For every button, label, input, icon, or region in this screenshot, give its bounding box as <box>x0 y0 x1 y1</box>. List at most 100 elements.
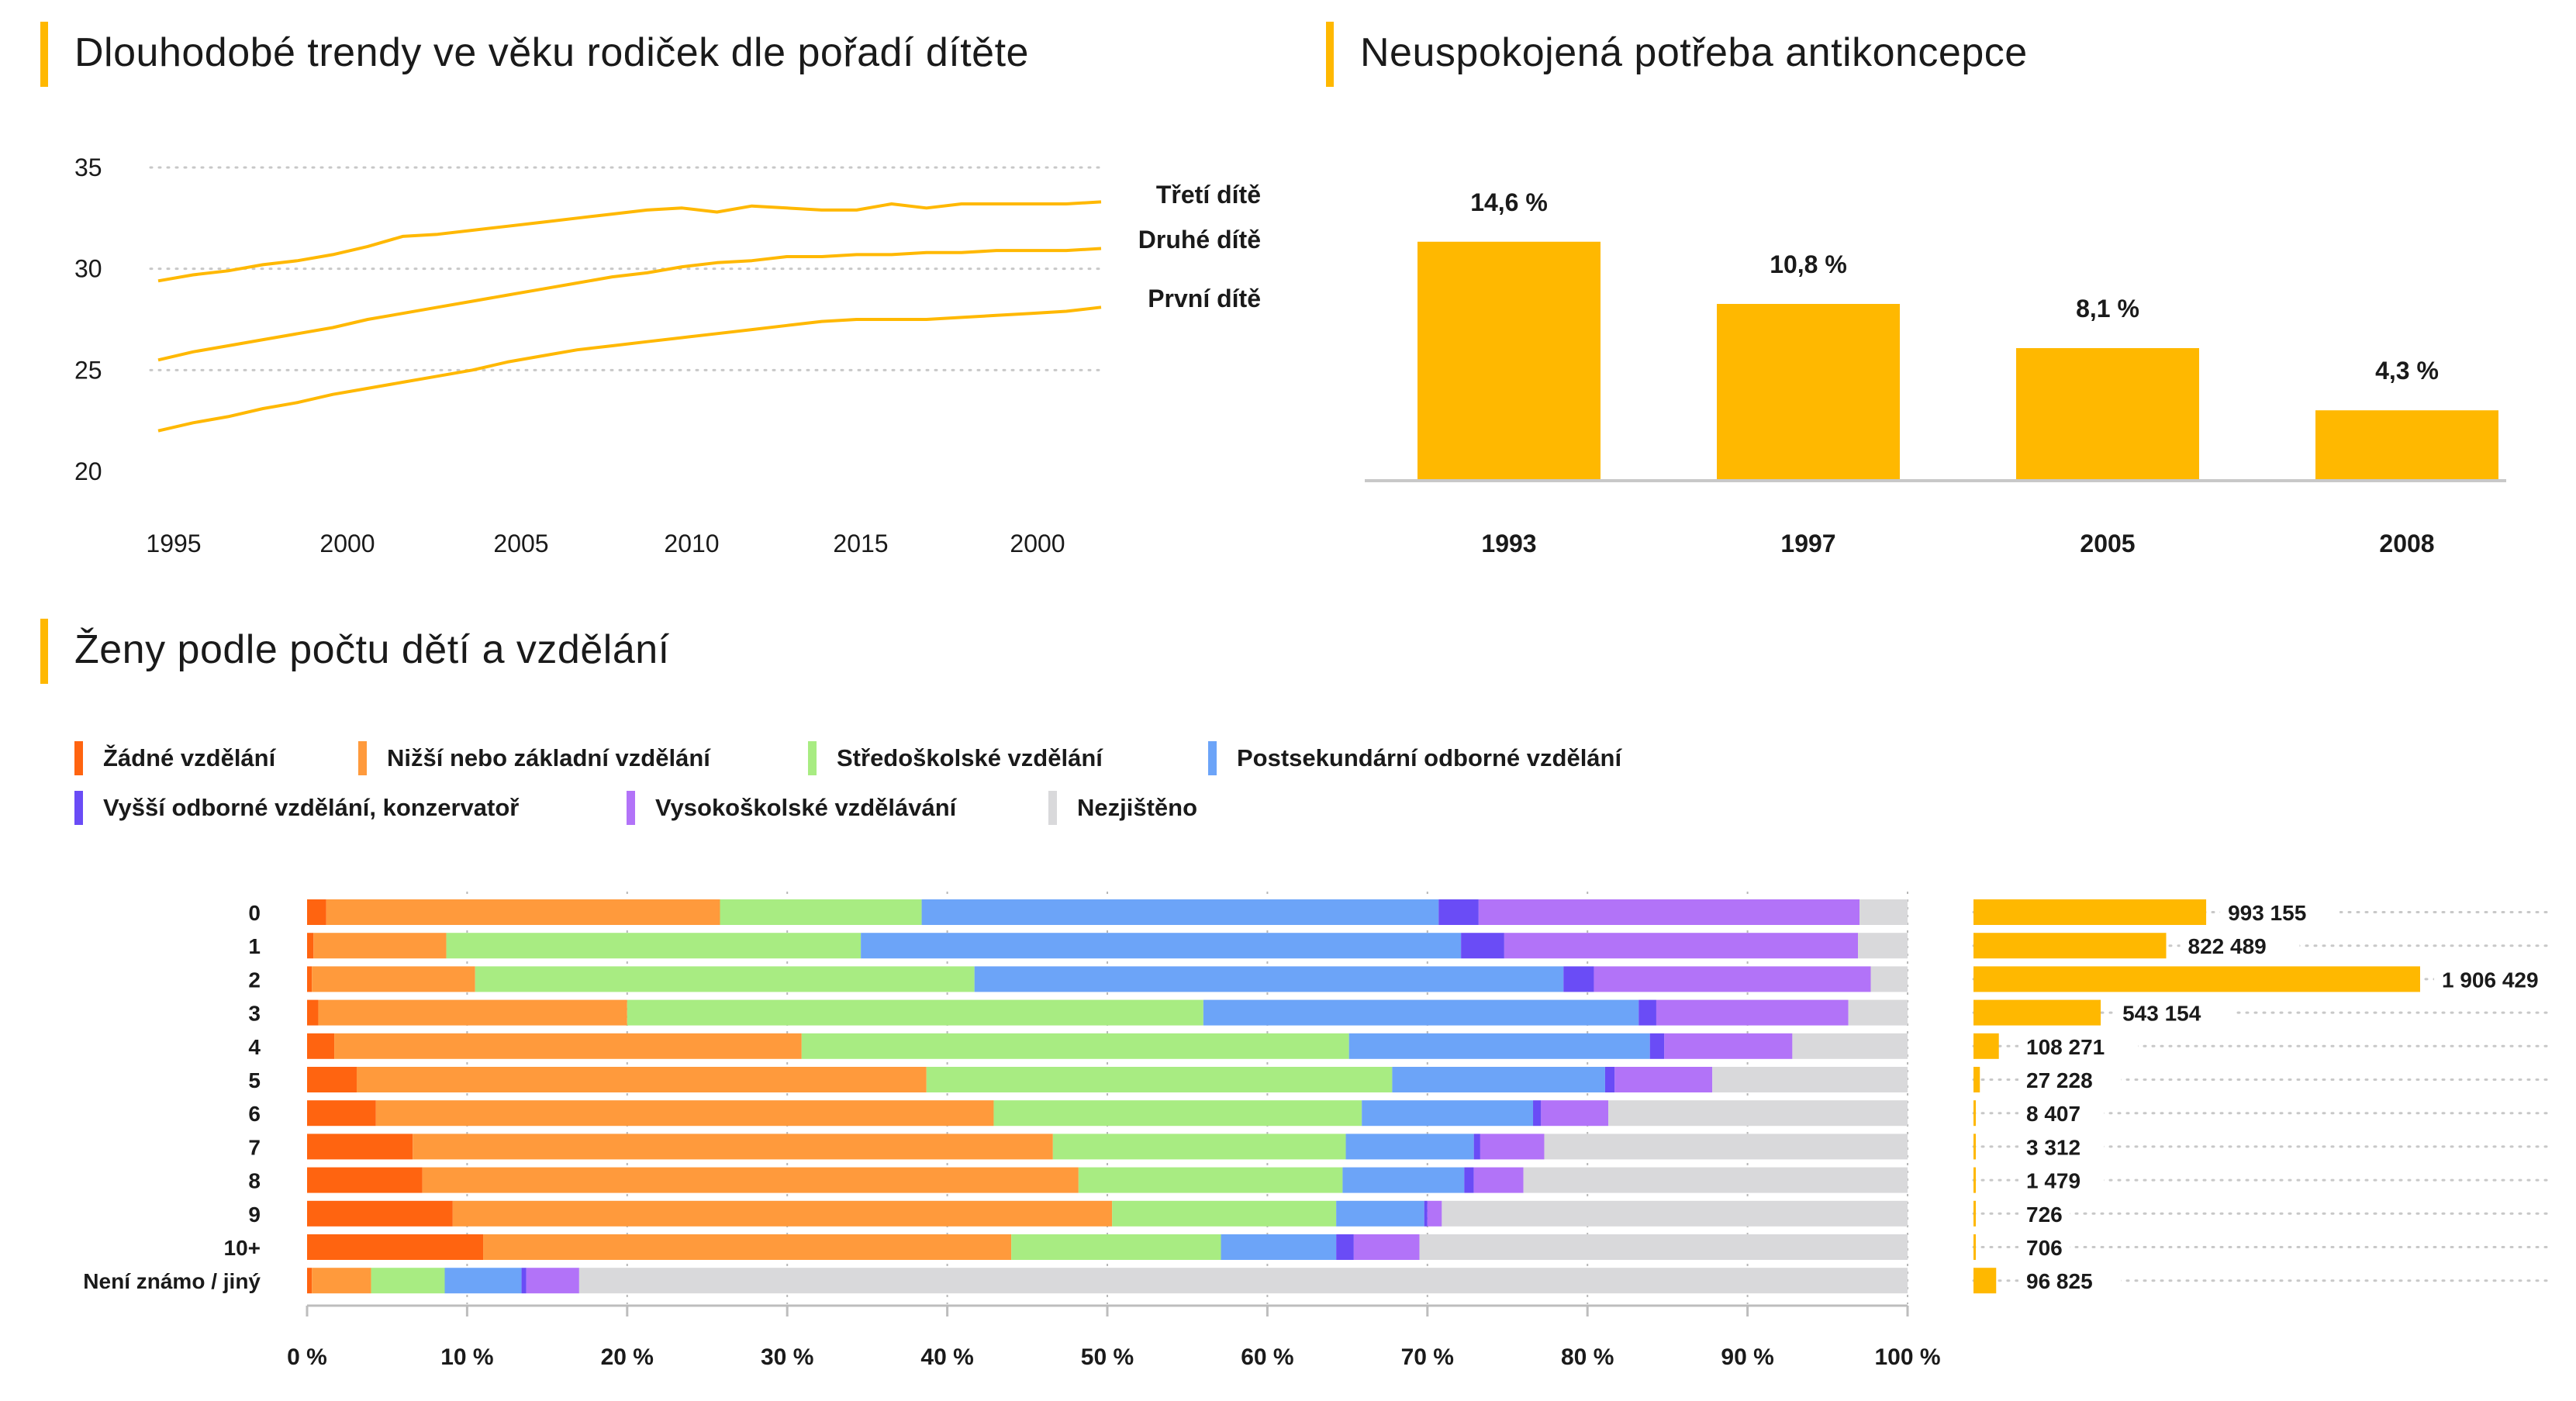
y-tick-label: 25 <box>74 356 102 384</box>
bar-segment <box>1348 1033 1650 1059</box>
bar-segment <box>1858 933 1908 959</box>
bar-segment <box>1792 1033 1908 1059</box>
bar-segment <box>413 1134 1053 1160</box>
total-bar <box>1973 1100 1976 1127</box>
legend-label: Nižší nebo základní vzdělání <box>387 744 710 771</box>
bar-segment <box>307 999 319 1026</box>
bar-segment <box>375 1100 994 1127</box>
category-label: 1 <box>248 934 261 958</box>
legend-item: Vysokoškolské vzdělávání <box>627 791 1048 825</box>
label-backdrop <box>2018 1236 2070 1258</box>
total-bar <box>1973 1067 1980 1092</box>
bar-segment <box>1203 999 1639 1026</box>
bar-value-label: 8,1 % <box>2076 295 2139 323</box>
x-tick-label: 0 % <box>287 1344 327 1370</box>
total-value-label: 993 155 <box>2228 901 2306 925</box>
bar-segment <box>307 1200 453 1227</box>
bar-segment <box>1052 1134 1346 1160</box>
x-tick-label: 70 % <box>1401 1344 1454 1370</box>
bar-segment <box>1336 1200 1424 1227</box>
x-tick-label: 20 % <box>601 1344 654 1370</box>
x-tick-label: 1993 <box>1481 530 1536 557</box>
bar-segment <box>313 933 447 959</box>
bar-segment <box>356 1067 927 1092</box>
bar-segment <box>307 1134 413 1160</box>
bar-segment <box>1649 1033 1665 1059</box>
total-value-label: 8 407 <box>2026 1102 2080 1126</box>
bar-segment <box>318 999 627 1026</box>
category-label: 9 <box>248 1203 261 1227</box>
total-bar <box>1973 1234 1976 1260</box>
bar-segment <box>1473 1134 1480 1160</box>
legend-swatch <box>74 741 83 775</box>
legend-label: Vyšší odborné vzdělání, konzervatoř <box>103 794 520 821</box>
legend-label: Nezjištěno <box>1077 794 1198 821</box>
total-bar <box>1973 1033 1999 1059</box>
bar-segment <box>1480 1134 1545 1160</box>
bar-segment <box>1533 1100 1542 1127</box>
label-backdrop <box>2018 1102 2104 1125</box>
category-label: 0 <box>248 901 261 925</box>
bar-segment <box>1221 1234 1337 1260</box>
bar <box>1717 304 1900 481</box>
bar-segment <box>1362 1100 1534 1127</box>
legend-row: Vyšší odborné vzdělání, konzervatoř Vyso… <box>74 783 1780 833</box>
bar-segment <box>307 966 313 992</box>
bar-segment <box>1848 999 1908 1026</box>
bar-chart-title: Neuspokojená potřeba antikoncepce <box>1360 30 2028 75</box>
bar-value-label: 14,6 % <box>1470 188 1548 216</box>
bar-segment <box>475 966 975 992</box>
total-value-label: 108 271 <box>2026 1035 2105 1059</box>
legend-swatch <box>74 791 83 825</box>
total-bar <box>1973 1167 1976 1193</box>
bar-segment <box>974 966 1564 992</box>
series-label: Druhé dítě <box>1138 226 1261 254</box>
bar-segment <box>1614 1067 1713 1092</box>
legend-swatch <box>358 741 367 775</box>
bar-segment <box>1604 1067 1615 1092</box>
series-line <box>157 247 1102 362</box>
bar-segment <box>307 1268 313 1294</box>
label-backdrop <box>2018 1168 2104 1192</box>
label-backdrop <box>2018 1135 2104 1158</box>
x-tick-label: 2015 <box>833 530 888 557</box>
label-backdrop <box>2434 968 2576 991</box>
bar-segment <box>801 1033 1349 1059</box>
legend-item: Postsekundární odborné vzdělání <box>1208 741 1621 775</box>
bar-segment <box>452 1200 1113 1227</box>
bar-segment <box>1541 1100 1609 1127</box>
label-backdrop <box>2018 1068 2121 1091</box>
bar-segment <box>1342 1167 1465 1193</box>
title-accent-bar <box>40 22 48 87</box>
bar-segment <box>1112 1200 1337 1227</box>
bar-segment <box>926 1067 1393 1092</box>
total-value-label: 27 228 <box>2026 1068 2093 1092</box>
bar-segment <box>334 1033 802 1059</box>
bar-value-label: 4,3 % <box>2375 357 2439 385</box>
total-bar <box>1973 933 2167 959</box>
bar-segment <box>526 1268 579 1294</box>
total-value-label: 706 <box>2026 1236 2063 1260</box>
label-backdrop <box>2180 934 2300 958</box>
bar-segment <box>444 1268 522 1294</box>
legend-swatch <box>1048 791 1057 825</box>
series-line <box>157 200 1102 283</box>
bar-segment <box>1345 1134 1474 1160</box>
y-tick-label: 30 <box>74 255 102 283</box>
bar-segment <box>627 999 1203 1026</box>
total-value-label: 96 825 <box>2026 1269 2093 1293</box>
total-bar <box>1973 1200 1976 1227</box>
x-tick-label: 30 % <box>761 1344 813 1370</box>
total-value-label: 3 312 <box>2026 1135 2080 1159</box>
bar-segment <box>307 933 314 959</box>
bar-segment <box>446 933 862 959</box>
label-backdrop <box>2018 1202 2070 1225</box>
bar-segment <box>1464 1167 1474 1193</box>
category-label: 5 <box>248 1068 261 1092</box>
bar-segment <box>312 966 475 992</box>
bar-value-label: 10,8 % <box>1770 250 1847 278</box>
category-label: 4 <box>248 1035 261 1059</box>
bar-segment <box>1336 1234 1354 1260</box>
category-label: 6 <box>248 1102 261 1126</box>
bar-segment <box>307 1100 376 1127</box>
